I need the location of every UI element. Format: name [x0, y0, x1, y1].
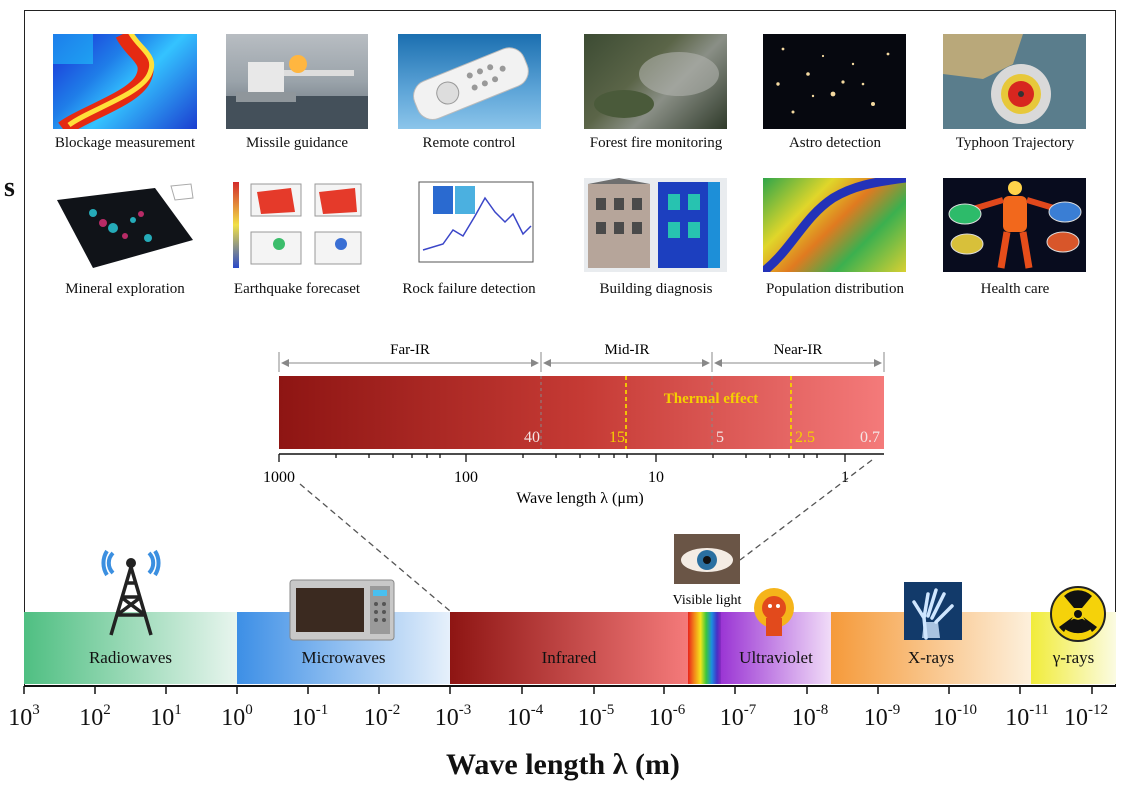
gamma-label: γ-rays — [1052, 648, 1095, 667]
infrared-band — [450, 612, 688, 684]
bar-value-15: 15 — [609, 429, 625, 446]
um-tick-100: 100 — [454, 469, 478, 486]
earthquake-heat-maps — [231, 178, 364, 272]
zoom-line-right — [739, 459, 873, 561]
population-heat-map — [763, 178, 906, 272]
tick-label: 10-12 — [1064, 702, 1108, 731]
sun-figure-icon — [754, 588, 794, 636]
zoom-line-left — [299, 483, 451, 612]
blockage-thermal-image — [53, 34, 197, 129]
ir-gradient-bar — [279, 376, 884, 449]
body-thermal-image — [943, 178, 1086, 272]
missile-caption: Missile guidance — [245, 135, 349, 151]
missile-launch-photo — [226, 34, 368, 129]
hand-xray-icon — [904, 582, 962, 640]
bar-value-40: 40 — [524, 429, 540, 446]
um-axis-title: Wave length λ (μm) — [516, 490, 643, 507]
tick-label: 103 — [8, 702, 40, 731]
tick-label: 10-7 — [719, 702, 757, 731]
tick-label: 100 — [221, 702, 253, 731]
mineral-caption: Mineral exploration — [65, 281, 185, 297]
mineral-terrain-map — [53, 178, 197, 271]
radiowaves-band — [24, 612, 237, 684]
tick-label: 10-3 — [434, 702, 472, 731]
um-tick-1000: 1000 — [263, 469, 295, 486]
building-caption: Building diagnosis — [599, 281, 713, 297]
tick-label: 10-11 — [1005, 702, 1049, 731]
tick-label: 101 — [150, 702, 182, 731]
population-caption: Population distribution — [766, 281, 904, 297]
tick-label: 10-8 — [791, 702, 829, 731]
tick-label: 10-2 — [363, 702, 401, 731]
tick-label: 10-9 — [863, 702, 901, 731]
microwave-oven-icon — [289, 579, 395, 641]
typhoon-caption: Typhoon Trajectory — [955, 135, 1075, 151]
near-ir-label: Near-IR — [774, 342, 823, 358]
radiation-hazard-icon — [1050, 586, 1106, 642]
forest-fire-satellite-image — [584, 34, 727, 129]
rock-failure-chart — [403, 178, 538, 272]
eye-icon — [674, 534, 740, 584]
tick-label: 10-5 — [577, 702, 615, 731]
mid-ir-label: Mid-IR — [605, 342, 650, 358]
tick-label: 10-4 — [506, 702, 544, 731]
health-caption: Health care — [980, 281, 1050, 297]
remote-caption: Remote control — [422, 135, 516, 151]
far-ir-label: Far-IR — [390, 342, 430, 358]
building-thermal-image — [584, 178, 727, 272]
blockage-caption: Blockage measurement — [54, 135, 196, 151]
microwaves-label: Microwaves — [301, 648, 386, 667]
um-tick-10: 10 — [648, 469, 664, 486]
visible-band — [688, 612, 721, 684]
tick-label: 102 — [79, 702, 111, 731]
um-tick-1: 1 — [841, 469, 849, 486]
bar-value-0-7: 0.7 — [860, 429, 880, 446]
astro-caption: Astro detection — [788, 135, 882, 151]
radio-tower-icon — [101, 549, 161, 636]
radiowaves-label: Radiowaves — [88, 648, 173, 667]
bar-value-5: 5 — [716, 429, 724, 446]
infrared-label: Infrared — [541, 648, 597, 667]
main-axis-title: Wave length λ (m) — [446, 748, 680, 781]
thermal-effect-label: Thermal effect — [664, 391, 759, 407]
forest-caption: Forest fire monitoring — [589, 135, 723, 151]
main-axis-ticks — [23, 686, 1093, 694]
night-sky-image — [763, 34, 906, 129]
earthquake-caption: Earthquake forecaset — [233, 281, 361, 297]
ultraviolet-label: Ultraviolet — [739, 648, 813, 667]
tick-label: 10-6 — [648, 702, 686, 731]
xrays-label: X-rays — [907, 648, 955, 667]
typhoon-satellite-image — [943, 34, 1086, 129]
rock-caption: Rock failure detection — [402, 281, 536, 297]
stray-glyph: s — [4, 172, 15, 203]
tick-label: 10-1 — [291, 702, 329, 731]
visible-light-label: Visible light — [673, 593, 742, 608]
tick-label: 10-10 — [933, 702, 977, 731]
bar-value-2-5: 2.5 — [795, 429, 815, 446]
remote-control-photo — [398, 34, 541, 129]
